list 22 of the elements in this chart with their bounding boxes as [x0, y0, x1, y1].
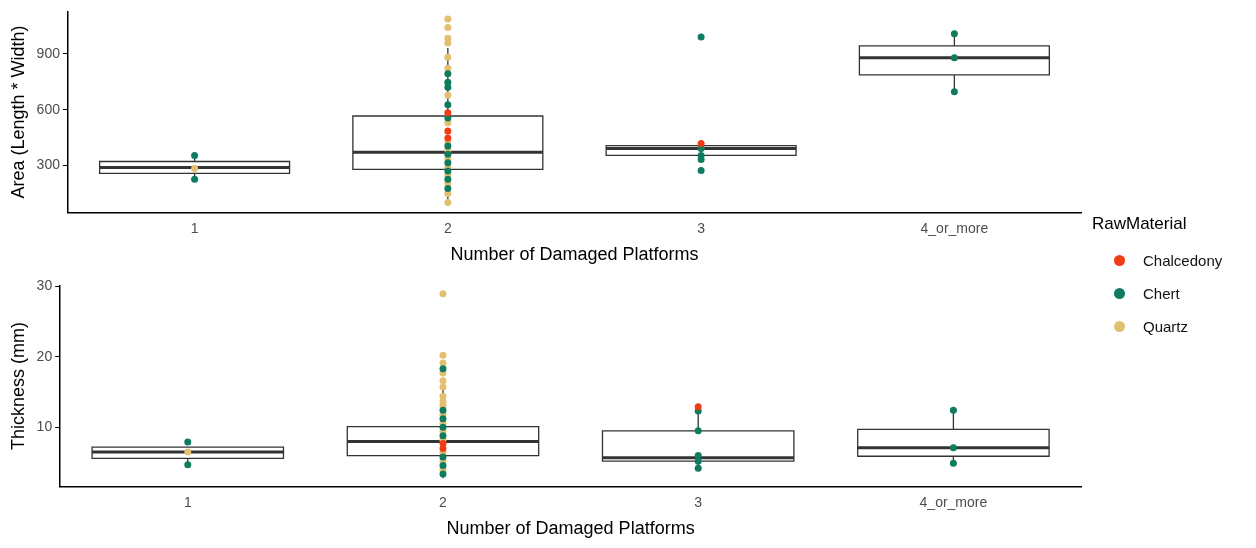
x-tick-label: 4_or_more — [919, 493, 988, 510]
legend-title: RawMaterial — [1092, 214, 1188, 234]
legend-label: Chert — [1143, 285, 1180, 302]
x-tick-label: 4_or_more — [920, 219, 989, 236]
x-axis-title: Number of Damaged Platforms — [450, 244, 699, 265]
y-tick-label: 600 — [36, 100, 61, 117]
y-axis-title: Thickness (mm) — [7, 321, 28, 451]
x-tick-label: 1 — [183, 493, 192, 510]
y-tick-label: 900 — [36, 44, 61, 61]
y-tick-label: 30 — [36, 276, 53, 293]
x-tick-label: 2 — [443, 219, 452, 236]
x-axis-title: Number of Damaged Platforms — [446, 518, 695, 539]
x-tick-label: 3 — [697, 219, 706, 236]
y-tick-label: 20 — [36, 347, 53, 364]
legend-label: Quartz — [1143, 318, 1189, 335]
x-tick-label: 3 — [694, 493, 703, 510]
x-tick-label: 1 — [190, 219, 199, 236]
y-tick-label: 300 — [36, 156, 61, 173]
legend-label: Chalcedony — [1143, 252, 1223, 269]
x-tick-label: 2 — [439, 493, 448, 510]
y-axis-title: Area (Length * Width) — [7, 25, 28, 199]
y-tick-label: 10 — [36, 418, 53, 435]
